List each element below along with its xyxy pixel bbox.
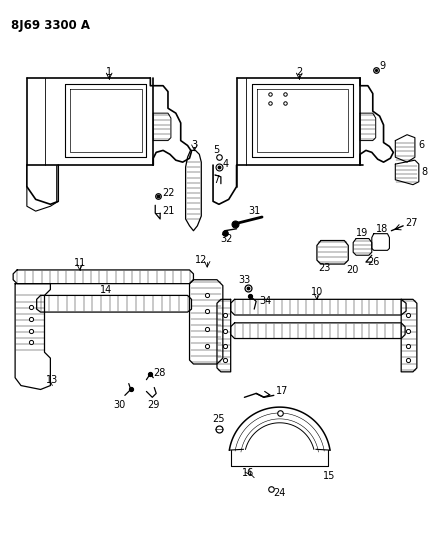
Text: 13: 13 <box>46 375 59 385</box>
Text: 10: 10 <box>311 287 323 297</box>
Text: 19: 19 <box>356 228 368 238</box>
Text: 27: 27 <box>405 218 418 228</box>
Text: 34: 34 <box>259 296 271 306</box>
Text: 23: 23 <box>318 263 331 273</box>
Text: 30: 30 <box>113 400 125 410</box>
Text: 29: 29 <box>147 400 160 410</box>
Text: 9: 9 <box>380 61 386 71</box>
Text: 4: 4 <box>223 159 229 169</box>
Text: 12: 12 <box>195 255 208 265</box>
Text: 1: 1 <box>106 67 112 77</box>
Text: 8: 8 <box>422 167 428 177</box>
Text: 6: 6 <box>419 141 425 150</box>
Text: 32: 32 <box>220 233 233 244</box>
Text: 17: 17 <box>276 386 288 397</box>
Text: 15: 15 <box>322 471 335 481</box>
Text: 8J69 3300 A: 8J69 3300 A <box>11 19 90 32</box>
Text: 31: 31 <box>248 206 260 216</box>
Text: 5: 5 <box>213 146 219 156</box>
Text: 14: 14 <box>100 285 113 295</box>
Text: 16: 16 <box>242 468 255 478</box>
Text: 25: 25 <box>213 414 225 424</box>
Text: 20: 20 <box>346 265 358 275</box>
Text: 28: 28 <box>153 368 166 378</box>
Text: 2: 2 <box>296 67 303 77</box>
Text: 24: 24 <box>273 488 286 498</box>
Text: 21: 21 <box>162 206 175 216</box>
Text: 26: 26 <box>368 257 380 267</box>
Text: 7: 7 <box>213 175 219 185</box>
Text: 22: 22 <box>162 189 175 198</box>
Text: 3: 3 <box>191 141 197 150</box>
Text: 11: 11 <box>74 258 86 268</box>
Text: 33: 33 <box>238 274 250 285</box>
Text: 18: 18 <box>375 224 388 234</box>
